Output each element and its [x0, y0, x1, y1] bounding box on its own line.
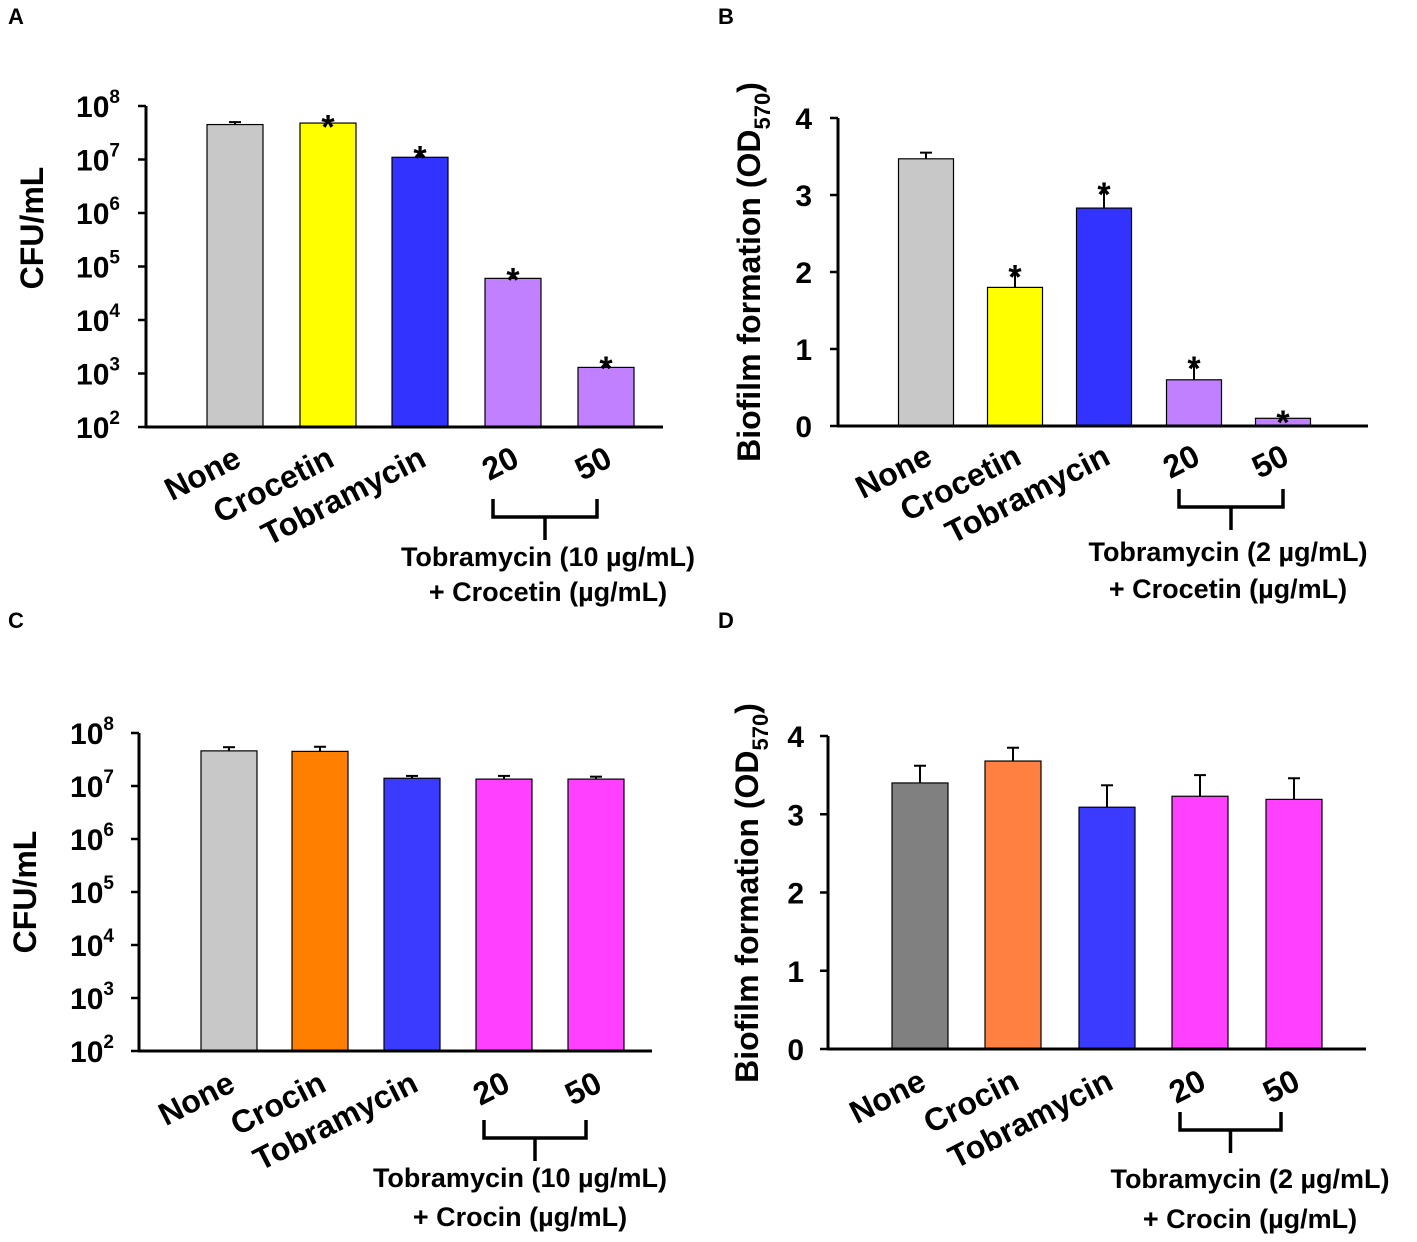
significance-marker: * — [1276, 404, 1290, 442]
y-tick-label: 0 — [795, 411, 812, 444]
y-tick-label: 3 — [787, 799, 804, 832]
bar-3 — [383, 777, 441, 1052]
y-axis-label: Biofilm formation (OD570) — [729, 703, 773, 1083]
y-tick-label: 2 — [787, 878, 804, 911]
combo-bracket — [482, 1120, 588, 1140]
bar-1 — [206, 123, 264, 428]
bar-5 — [1265, 798, 1323, 1050]
x-category-label: 50 — [569, 439, 617, 487]
y-axis-label: Biofilm formation (OD570) — [731, 82, 775, 462]
y-tick-label: 105 — [76, 248, 120, 285]
y-tick-label: 104 — [76, 301, 120, 338]
combo-label-line1: Tobramycin (2 µg/mL) — [1110, 1164, 1389, 1194]
x-category-label: 50 — [1246, 437, 1294, 485]
panel-d-letter: D — [718, 608, 734, 633]
bar-5 — [567, 778, 625, 1052]
bar-3 — [1078, 806, 1136, 1050]
combo-label-line2: + Crocin (µg/mL) — [1143, 1204, 1357, 1234]
y-tick-label: 1 — [787, 956, 804, 989]
y-tick-label: 102 — [76, 408, 120, 445]
combo-label-line2: + Crocetin (µg/mL) — [429, 577, 667, 607]
x-category-label: None — [844, 1062, 932, 1130]
panel-c: C 102103104105106107108CFU/mLNoneCrocinT… — [7, 608, 667, 1232]
panel-a-chart: 102103104105106107108CFU/mLNone*Crocetin… — [14, 87, 695, 607]
significance-marker: * — [1008, 258, 1022, 296]
bar-2 — [986, 286, 1044, 427]
x-category-label: 20 — [467, 1064, 515, 1112]
bar-1 — [891, 782, 949, 1050]
y-tick-label: 3 — [795, 180, 812, 213]
y-tick-label: 4 — [795, 103, 812, 136]
y-axis-label: CFU/mL — [14, 167, 50, 290]
combo-bracket — [1177, 489, 1285, 509]
significance-marker: * — [506, 261, 520, 299]
x-category-label: 50 — [559, 1064, 607, 1112]
bar-1 — [200, 750, 258, 1052]
significance-marker: * — [1097, 176, 1111, 214]
panel-c-chart: 102103104105106107108CFU/mLNoneCrocinTob… — [7, 714, 667, 1232]
x-category-label: 20 — [476, 439, 524, 487]
x-category-label: 20 — [1163, 1062, 1211, 1110]
significance-marker: * — [599, 350, 613, 388]
x-category-label: None — [153, 1064, 241, 1132]
bar-4 — [475, 778, 533, 1052]
panel-a-letter: A — [8, 4, 24, 29]
bar-2 — [984, 760, 1042, 1050]
combo-label-line2: + Crocetin (µg/mL) — [1109, 574, 1347, 604]
bar-2 — [291, 750, 349, 1052]
y-tick-label: 108 — [70, 714, 114, 751]
x-category-label: 50 — [1257, 1062, 1305, 1110]
y-tick-label: 4 — [787, 721, 804, 754]
bar-1 — [897, 158, 955, 427]
panel-b-letter: B — [718, 4, 734, 29]
y-tick-label: 106 — [76, 194, 120, 231]
bar-3 — [1075, 207, 1133, 427]
y-tick-label: 2 — [795, 257, 812, 290]
bar-3 — [391, 156, 449, 428]
y-tick-label: 102 — [70, 1032, 114, 1069]
y-axis-label: CFU/mL — [7, 831, 43, 954]
y-tick-label: 1 — [795, 334, 812, 367]
combo-label-line1: Tobramycin (10 µg/mL) — [373, 1163, 667, 1193]
combo-label-line1: Tobramycin (2 µg/mL) — [1088, 537, 1367, 567]
panel-a: A 102103104105106107108CFU/mLNone*Crocet… — [8, 4, 695, 607]
bar-4 — [1171, 795, 1229, 1050]
y-tick-label: 106 — [70, 820, 114, 857]
x-category-label: 20 — [1157, 437, 1205, 485]
y-tick-label: 107 — [76, 141, 120, 178]
combo-bracket — [1178, 1112, 1283, 1132]
panel-c-letter: C — [8, 608, 24, 633]
y-tick-label: 108 — [76, 87, 120, 124]
bar-2 — [299, 122, 357, 428]
y-tick-label: 103 — [76, 355, 120, 392]
significance-marker: * — [321, 108, 335, 146]
combo-label-line2: + Crocin (µg/mL) — [413, 1202, 627, 1232]
significance-marker: * — [1187, 350, 1201, 388]
significance-marker: * — [413, 140, 427, 178]
y-tick-label: 0 — [787, 1034, 804, 1067]
y-tick-label: 104 — [70, 926, 114, 963]
y-tick-label: 105 — [70, 873, 114, 910]
bar-4 — [484, 277, 542, 428]
combo-label-line1: Tobramycin (10 µg/mL) — [401, 542, 695, 572]
y-tick-label: 107 — [70, 767, 114, 804]
y-tick-label: 103 — [70, 979, 114, 1016]
combo-bracket — [491, 499, 599, 519]
bar-4 — [1165, 379, 1223, 427]
